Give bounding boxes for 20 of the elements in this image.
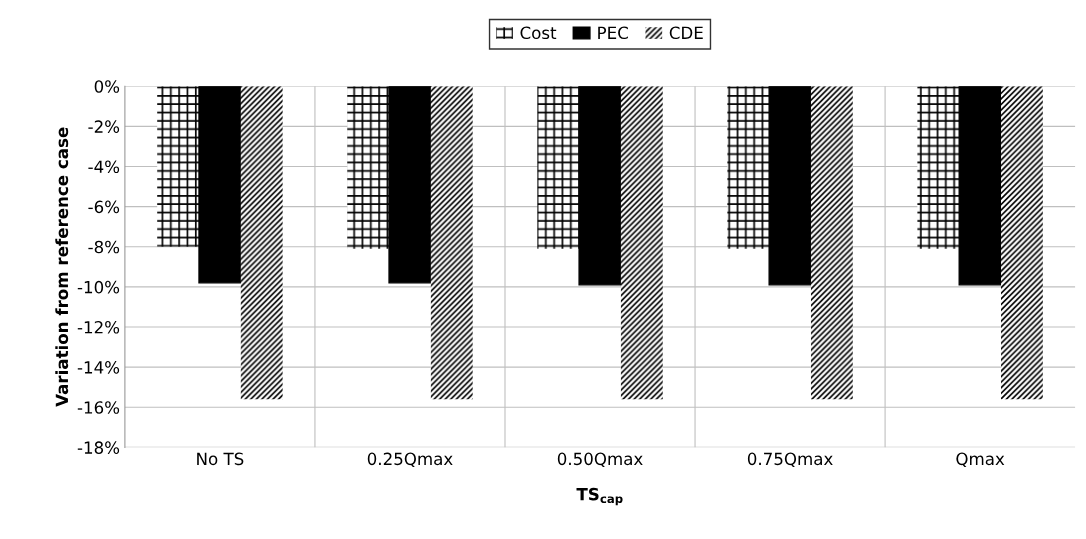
legend-label: PEC (598, 26, 628, 40)
x-tick-label: 0.75Qmax (747, 452, 833, 468)
x-axis-title: TS$_{cap}$ (576, 487, 623, 506)
y-tick-label: -6% (88, 200, 120, 214)
y-tick-label: -10% (77, 280, 120, 294)
y-tick-label: -8% (88, 240, 120, 254)
y-axis-title: Variation from reference case (55, 127, 69, 407)
y-tick-label: -14% (77, 361, 120, 374)
legend-label: CDE (669, 26, 703, 40)
x-tick-label: Qmax (956, 452, 1005, 468)
y-tick-label: 0% (94, 80, 120, 93)
x-tick-label: 0.50Qmax (557, 452, 643, 468)
y-tick-label: -4% (88, 160, 120, 174)
x-tick-label: 0.25Qmax (367, 452, 453, 468)
legend-label: Cost (520, 26, 557, 40)
y-tick-label: -18% (77, 441, 120, 454)
y-tick-label: -2% (88, 120, 120, 133)
x-tick-label: No TS (197, 452, 244, 466)
y-tick-label: -12% (77, 320, 120, 334)
y-tick-label: -16% (77, 401, 120, 414)
